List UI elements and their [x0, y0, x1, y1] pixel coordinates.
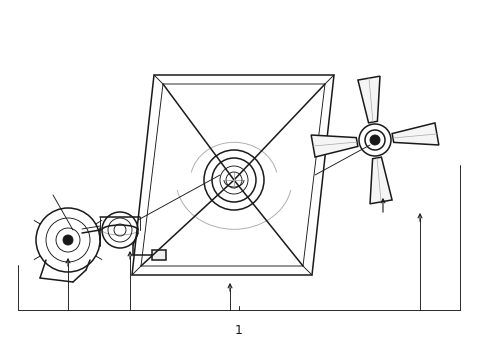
Circle shape	[63, 235, 73, 245]
Bar	[152, 250, 166, 260]
Polygon shape	[392, 123, 439, 145]
Polygon shape	[370, 157, 392, 204]
Text: 1: 1	[235, 324, 243, 337]
Polygon shape	[358, 76, 380, 123]
Polygon shape	[311, 135, 358, 157]
Circle shape	[370, 135, 380, 145]
